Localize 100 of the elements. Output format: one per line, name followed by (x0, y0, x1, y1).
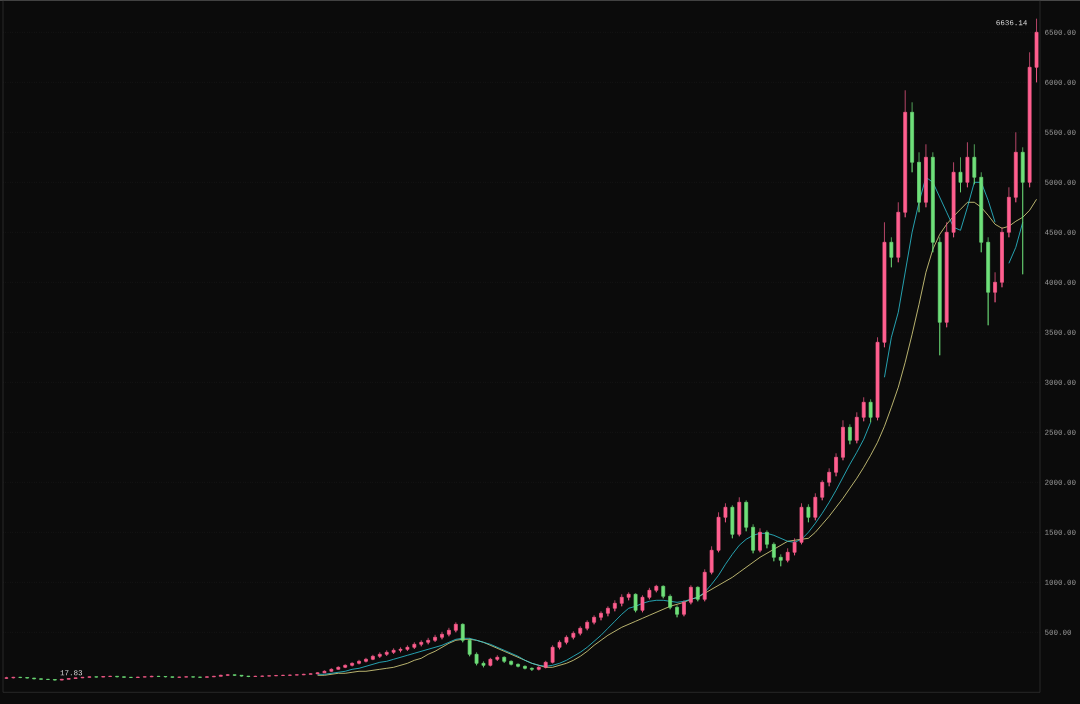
candlestick (951, 161, 956, 238)
candlestick (689, 584, 693, 605)
candlestick (944, 221, 949, 328)
candlestick (32, 677, 36, 680)
candlestick (937, 236, 942, 356)
candlestick (149, 675, 154, 678)
candlestick (135, 676, 140, 679)
candlestick (301, 673, 306, 676)
candlestick (626, 591, 631, 601)
candlestick (861, 396, 866, 422)
candlestick (25, 676, 30, 679)
candlestick (11, 676, 16, 679)
candlestick (481, 660, 486, 668)
candlestick (578, 625, 583, 636)
candlestick (232, 674, 237, 677)
candlestick (986, 236, 991, 326)
candlestick (39, 677, 43, 680)
candlestick (619, 593, 624, 607)
candlestick (661, 584, 666, 599)
candlestick (536, 665, 541, 671)
candlestick (550, 644, 555, 664)
candlestick (357, 659, 361, 665)
candlestick (433, 634, 437, 643)
candlestick (854, 411, 859, 444)
candlestick (218, 674, 223, 677)
candlestick (412, 641, 417, 650)
candlestick (447, 627, 451, 637)
candlestick (979, 171, 984, 253)
candlestick (370, 654, 375, 661)
candlestick (211, 675, 216, 678)
candlestick (87, 675, 92, 678)
candlestick (101, 675, 106, 678)
candlestick (315, 671, 320, 675)
candlestick (274, 674, 278, 677)
candlestick (799, 502, 804, 545)
candlestick (495, 654, 500, 662)
candlestick (737, 496, 742, 537)
candlestick (239, 674, 244, 677)
candlestick (633, 592, 638, 613)
candlestick (606, 605, 610, 617)
candlestick (405, 644, 410, 652)
candlestick (343, 663, 348, 669)
candlestick (792, 537, 797, 556)
candlestick (612, 599, 617, 612)
candlestick (46, 678, 50, 681)
candlestick (474, 651, 479, 666)
candlestick (543, 660, 548, 669)
candlestick (453, 621, 458, 633)
candlestick (1007, 186, 1011, 238)
candlestick (930, 151, 935, 253)
candlestick (834, 452, 838, 477)
candlestick (488, 657, 493, 667)
candlestick (848, 423, 852, 445)
candlestick (702, 568, 707, 602)
candlestick (1027, 51, 1032, 188)
candlestick (377, 651, 382, 659)
candlestick (875, 336, 880, 421)
candlestick (80, 676, 85, 679)
candlestick (336, 665, 341, 670)
candlestick (730, 504, 735, 539)
candlestick (4, 676, 9, 680)
candlestick (654, 584, 659, 593)
candlestick (668, 593, 673, 610)
candlestick (1013, 131, 1018, 203)
candlestick (384, 649, 389, 657)
candlestick (523, 664, 527, 670)
candlestick (882, 221, 887, 348)
candlestick (599, 610, 603, 621)
candlestick (806, 503, 811, 523)
candlestick (329, 667, 334, 673)
candlestick (516, 662, 520, 668)
candlestick (993, 271, 997, 303)
candlestick (398, 646, 403, 653)
candlestick (59, 678, 64, 681)
candlestick (253, 675, 258, 678)
candlestick (896, 201, 901, 263)
candlestick (163, 675, 168, 678)
candlestick (530, 666, 534, 672)
candlestick (502, 655, 507, 664)
candlestick (66, 677, 71, 680)
candlestick (675, 604, 679, 618)
candlestick (1020, 146, 1025, 275)
candlestick (108, 675, 113, 678)
candlestick (820, 479, 825, 501)
candlestick (868, 398, 873, 423)
candlestick (322, 669, 327, 674)
candlestick (281, 674, 285, 677)
candlestick (246, 675, 251, 678)
candlestick (682, 599, 686, 617)
candlestick (73, 677, 78, 680)
candlestick (205, 675, 209, 678)
candlestick (129, 676, 133, 679)
candlestick (758, 527, 762, 553)
candlestick (557, 639, 562, 650)
candlestick (564, 634, 569, 645)
candlestick (460, 622, 465, 643)
candlestick (924, 143, 928, 208)
candlestick (419, 639, 424, 647)
candlestick (640, 594, 645, 613)
candlestick (723, 502, 728, 523)
